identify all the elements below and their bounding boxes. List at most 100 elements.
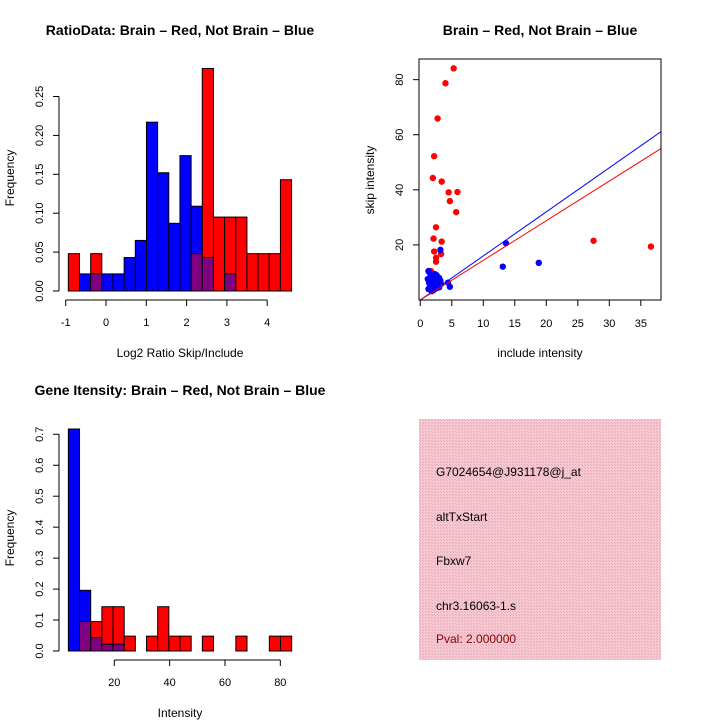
brain-bar	[235, 216, 248, 292]
y-tick-label: 0.00	[34, 280, 46, 301]
overlap-bar	[90, 637, 103, 652]
probe-id-text: G7024654@J931178@j_at	[436, 465, 582, 479]
x-tick-label: 60	[219, 677, 231, 689]
overlap-bar	[101, 643, 114, 652]
y-tick-label: 0.20	[34, 125, 46, 146]
x-tick-label: 1	[143, 317, 149, 329]
y-tick-label: 0.05	[34, 241, 46, 262]
overlap-bar	[201, 257, 214, 292]
x-tick-label: 35	[635, 318, 647, 330]
y-tick-label: 0.3	[34, 550, 46, 565]
x-tick-label: 15	[509, 318, 521, 330]
chart-title: Brain – Red, Not Brain – Blue	[443, 22, 638, 38]
not-brain-bar	[168, 222, 181, 292]
event-type-text: altTxStart	[436, 510, 488, 524]
overlap-bar	[112, 643, 125, 652]
not-brain-point	[446, 283, 454, 290]
brain-bar	[257, 253, 270, 292]
y-tick-label: 0.6	[34, 458, 46, 473]
not-brain-bar	[123, 257, 136, 292]
overlap-bar	[190, 253, 203, 292]
not-brain-bar	[145, 121, 159, 292]
brain-point	[442, 80, 449, 87]
brain-point	[430, 248, 438, 255]
plot-area	[419, 65, 661, 300]
brain-point	[438, 238, 445, 245]
y-tick-label: 0.2	[34, 581, 46, 596]
x-tick-label: 0	[417, 318, 423, 330]
gene-intensity-histogram-panel: 0.0 0.1 0.2 0.3 0.4 0.5 0.6 0.7 20 40 60 80 Gene Ite…	[3, 382, 326, 720]
chart-title: Gene Itensity: Brain – Red, Not Brain – …	[35, 382, 326, 398]
brain-point	[450, 65, 457, 72]
x-tick-label: 4	[264, 317, 270, 329]
x-axis-label: include intensity	[497, 346, 582, 360]
not-brain-point	[437, 246, 444, 254]
not-brain-bar	[112, 273, 125, 292]
x-tick-label: 40	[164, 677, 176, 689]
brain-point	[445, 189, 452, 196]
intensity-scatter-panel: 0 5 10 15 20 25 30 35 20 40 60 80 Brain – Red, Not B…	[363, 22, 662, 360]
brain-point	[452, 208, 460, 216]
brain-point	[429, 174, 437, 182]
y-tick-label: 0.5	[34, 489, 46, 504]
overlap-bar	[79, 621, 92, 652]
not-brain-point	[535, 259, 542, 267]
brain-bar	[67, 253, 80, 292]
brain-point	[430, 153, 438, 160]
y-tick-label: 40	[394, 184, 406, 196]
brain-bar	[268, 635, 281, 652]
not-brain-point	[427, 278, 435, 286]
plot-frame	[418, 58, 662, 301]
x-tick-label: 20	[540, 318, 552, 330]
y-tick-label: 0.15	[34, 164, 46, 185]
brain-bar	[268, 253, 281, 292]
x-tick-label: 0	[103, 317, 109, 329]
not-brain-bar	[134, 239, 147, 292]
not-brain-bar	[157, 172, 170, 292]
x-axis-label: Log2 Ratio Skip/Include	[117, 346, 244, 360]
brain-point	[647, 243, 655, 250]
y-tick-label: 0.7	[34, 427, 46, 442]
brain-point	[430, 235, 437, 242]
not-brain-bar	[67, 428, 81, 652]
locus-text: chr3.16063-1.s	[436, 599, 516, 613]
x-axis-label: Intensity	[158, 706, 203, 720]
not-brain-bar	[78, 273, 92, 292]
y-tick-label: 0.1	[34, 612, 46, 627]
brain-point	[432, 258, 440, 265]
x-tick-label: 30	[603, 318, 615, 330]
brain-bar	[235, 635, 248, 652]
y-tick-label: 20	[394, 239, 406, 251]
overlap-bar	[90, 273, 103, 292]
brain-bar	[157, 606, 170, 652]
y-axis-label: Frequency	[3, 150, 17, 207]
y-tick-label: 0.0	[34, 643, 46, 658]
brain-bar	[201, 635, 215, 652]
brain-bar	[179, 635, 192, 652]
info-panel: G7024654@J931178@j_at altTxStart Fbxw7 c…	[419, 419, 661, 660]
x-tick-label: 2	[184, 317, 190, 329]
gene-name-text: Fbxw7	[436, 554, 472, 568]
y-tick-label: 0.4	[34, 520, 46, 535]
x-tick-label: 5	[449, 318, 455, 330]
brain-point	[434, 115, 441, 122]
x-tick-label: 10	[477, 318, 489, 330]
x-tick-label: 20	[108, 677, 120, 689]
brain-point	[438, 178, 445, 185]
brain-bar	[279, 635, 293, 652]
brain-point	[454, 188, 461, 196]
brain-bar	[168, 635, 181, 652]
brain-point	[590, 237, 597, 244]
brain-fit-line	[419, 148, 661, 300]
y-tick-label: 60	[394, 129, 406, 141]
brain-point	[446, 197, 454, 205]
brain-bar	[146, 635, 159, 652]
pval-text: Pval: 2.000000	[436, 632, 516, 646]
overlap-bar	[224, 273, 237, 292]
not-brain-bar	[179, 155, 192, 292]
y-tick-label: 0.10	[34, 202, 46, 223]
not-brain-point	[499, 263, 507, 270]
info-background	[419, 419, 661, 660]
